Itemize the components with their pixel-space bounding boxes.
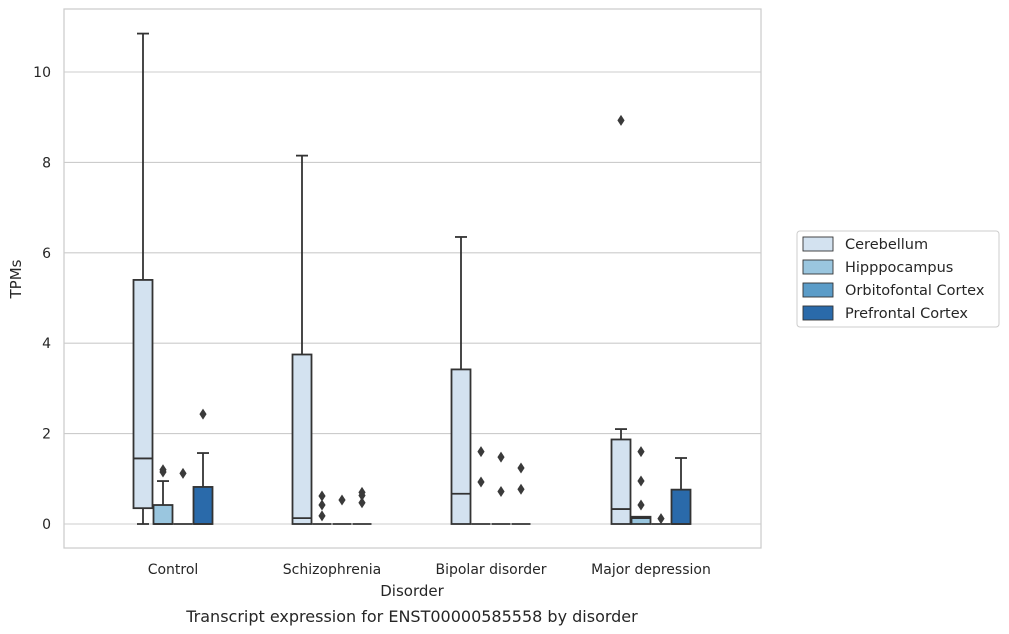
- box-body: [152, 504, 174, 525]
- outlier-point: [477, 446, 485, 458]
- box-plot-orbitofontal-cortex: [491, 451, 511, 525]
- legend-item: Orbitofontal Cortex: [802, 282, 985, 299]
- box-body: [610, 438, 632, 525]
- box-body: [670, 488, 692, 525]
- legend-item: Cerebellum: [802, 236, 928, 253]
- outlier-point: [179, 467, 187, 479]
- legend-swatch: [802, 236, 834, 252]
- legend-item: Prefrontal Cortex: [802, 305, 968, 322]
- box-plot-hipppocampus: [471, 446, 491, 525]
- box-body: [450, 368, 472, 525]
- x-tick-label: Control: [148, 562, 199, 578]
- legend-swatch: [802, 259, 834, 275]
- outlier-point: [477, 476, 485, 488]
- outlier-point: [358, 486, 366, 498]
- box-plot-orbitofontal-cortex: [173, 467, 193, 525]
- outlier-point: [199, 408, 207, 420]
- legend-frame: [796, 230, 1000, 328]
- outlier-point: [338, 494, 346, 506]
- y-tick-label: 6: [42, 246, 51, 262]
- legend-label: Orbitofontal Cortex: [845, 283, 985, 299]
- box-plot-cerebellum: [450, 236, 472, 525]
- y-tick-label: 2: [42, 427, 51, 443]
- y-tick-label: 4: [42, 336, 51, 352]
- box-plot-orbitofontal-cortex: [332, 494, 352, 525]
- plot-area: [63, 8, 762, 549]
- box-body: [132, 279, 154, 510]
- box-plot-prefrontal-cortex: [352, 486, 372, 525]
- box-body: [192, 486, 214, 525]
- outlier-point: [637, 475, 645, 487]
- y-tick-label: 8: [42, 155, 51, 171]
- outlier-point: [318, 510, 326, 522]
- box-plot-hipppocampus: [152, 464, 174, 525]
- outlier-point: [159, 464, 167, 476]
- outlier-point: [637, 499, 645, 511]
- box-plot-hipppocampus: [630, 446, 652, 525]
- y-tick-labels: 0 2 4 6 8 10: [33, 65, 51, 533]
- box-plot-orbitofontal-cortex: [651, 513, 671, 525]
- box-plot-prefrontal-cortex: [670, 457, 692, 525]
- box-plot-prefrontal-cortex: [192, 408, 214, 525]
- legend-item: Hipppocampus: [802, 259, 953, 276]
- y-axis-label: TPMs: [7, 259, 25, 299]
- legend-swatch: [802, 282, 834, 298]
- outlier-point: [517, 483, 525, 495]
- x-axis-label: Disorder: [380, 582, 444, 600]
- box-groups: [132, 32, 692, 525]
- x-tick-labels: Control Schizophrenia Bipolar disorder Majo…: [148, 562, 711, 578]
- outlier-point: [497, 451, 505, 463]
- outlier-point: [517, 462, 525, 474]
- box-plot-prefrontal-cortex: [511, 462, 531, 525]
- box-body: [291, 353, 313, 525]
- x-tick-label: Bipolar disorder: [435, 562, 546, 578]
- x-tick-label: Schizophrenia: [283, 562, 381, 578]
- outlier-point: [657, 513, 665, 525]
- legend-label: Cerebellum: [845, 237, 928, 253]
- x-tick-label: Major depression: [591, 562, 711, 578]
- outlier-point: [318, 490, 326, 502]
- box-plot-cerebellum: [132, 32, 154, 525]
- legend-label: Prefrontal Cortex: [845, 306, 968, 322]
- legend-label: Hipppocampus: [845, 260, 953, 276]
- figure-caption: Transcript expression for ENST0000058555…: [185, 607, 638, 626]
- outlier-point: [497, 485, 505, 497]
- legend-swatch: [802, 305, 834, 321]
- outlier-point: [318, 499, 326, 511]
- outlier-point: [358, 497, 366, 509]
- legend: Cerebellum Hipppocampus Orbitofontal Corte…: [796, 230, 1000, 328]
- box-plot-cerebellum: [291, 154, 313, 525]
- box-body: [630, 515, 652, 525]
- box-plot-cerebellum: [610, 114, 632, 525]
- y-tick-label: 0: [42, 517, 51, 533]
- outlier-point: [617, 114, 625, 126]
- outlier-point: [637, 446, 645, 458]
- box-plot-hipppocampus: [312, 490, 332, 525]
- y-tick-label: 10: [33, 65, 51, 81]
